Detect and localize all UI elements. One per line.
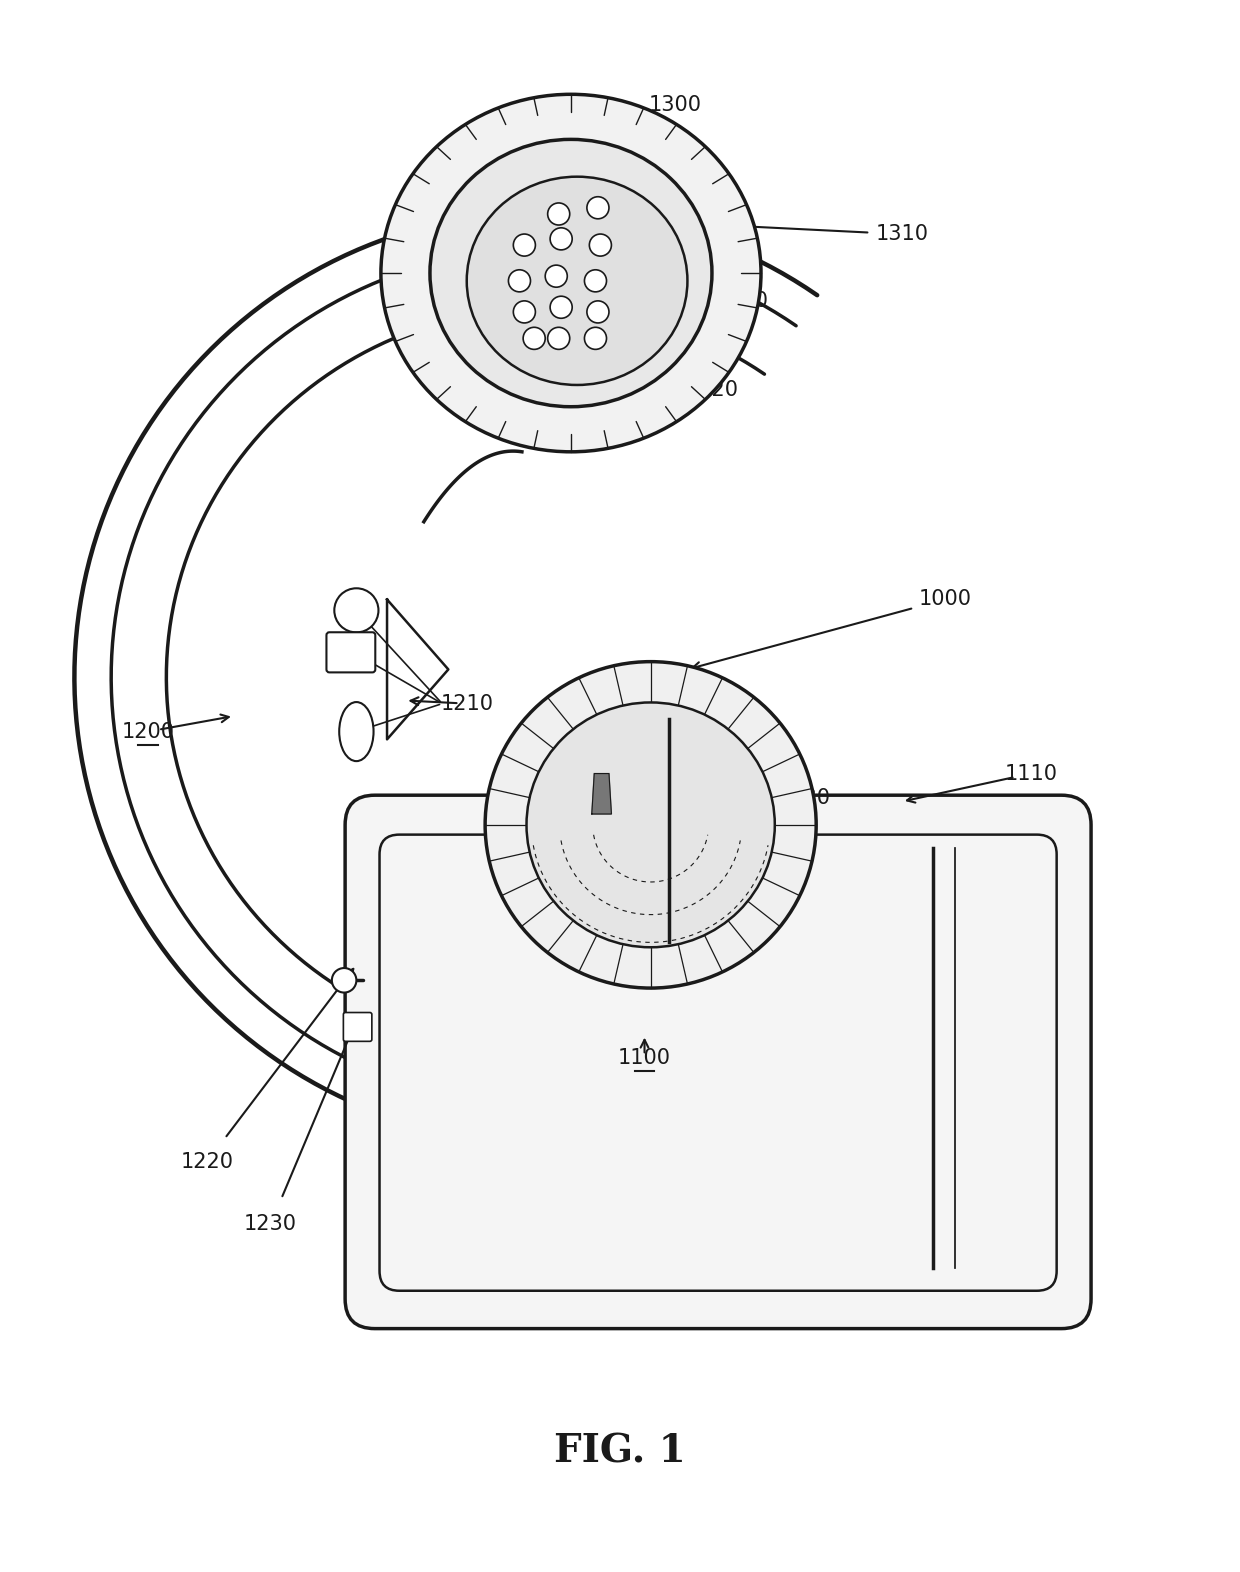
Polygon shape: [591, 773, 611, 814]
Text: 1100: 1100: [618, 1049, 671, 1067]
Text: 1000: 1000: [919, 590, 971, 610]
Circle shape: [548, 203, 569, 225]
Ellipse shape: [527, 703, 775, 948]
Circle shape: [332, 968, 356, 992]
FancyBboxPatch shape: [345, 795, 1091, 1328]
Circle shape: [335, 588, 378, 632]
Text: 1230: 1230: [244, 1214, 298, 1234]
Ellipse shape: [340, 703, 373, 761]
Text: 1330: 1330: [717, 291, 769, 311]
Text: 1220: 1220: [180, 1152, 233, 1173]
Text: 1300: 1300: [649, 96, 702, 115]
Ellipse shape: [485, 662, 816, 989]
Ellipse shape: [466, 176, 687, 385]
Text: 1210: 1210: [440, 693, 494, 714]
Circle shape: [584, 270, 606, 292]
Circle shape: [513, 234, 536, 256]
Circle shape: [589, 234, 611, 256]
Circle shape: [551, 228, 572, 250]
Text: 1310: 1310: [875, 225, 929, 244]
Circle shape: [548, 327, 569, 349]
Circle shape: [508, 270, 531, 292]
Circle shape: [546, 266, 567, 288]
Text: 1130: 1130: [777, 789, 831, 808]
Text: 1320: 1320: [686, 379, 739, 399]
Circle shape: [551, 296, 572, 318]
Text: 1200: 1200: [122, 722, 175, 742]
Ellipse shape: [381, 94, 761, 451]
Text: 1110: 1110: [1004, 764, 1058, 783]
Circle shape: [587, 300, 609, 322]
FancyBboxPatch shape: [326, 632, 376, 673]
Ellipse shape: [430, 140, 712, 407]
Text: FIG. 1: FIG. 1: [554, 1432, 686, 1470]
Circle shape: [513, 300, 536, 322]
FancyBboxPatch shape: [343, 1012, 372, 1041]
Circle shape: [584, 327, 606, 349]
Text: 1120: 1120: [526, 792, 579, 811]
Circle shape: [523, 327, 546, 349]
Circle shape: [587, 196, 609, 219]
